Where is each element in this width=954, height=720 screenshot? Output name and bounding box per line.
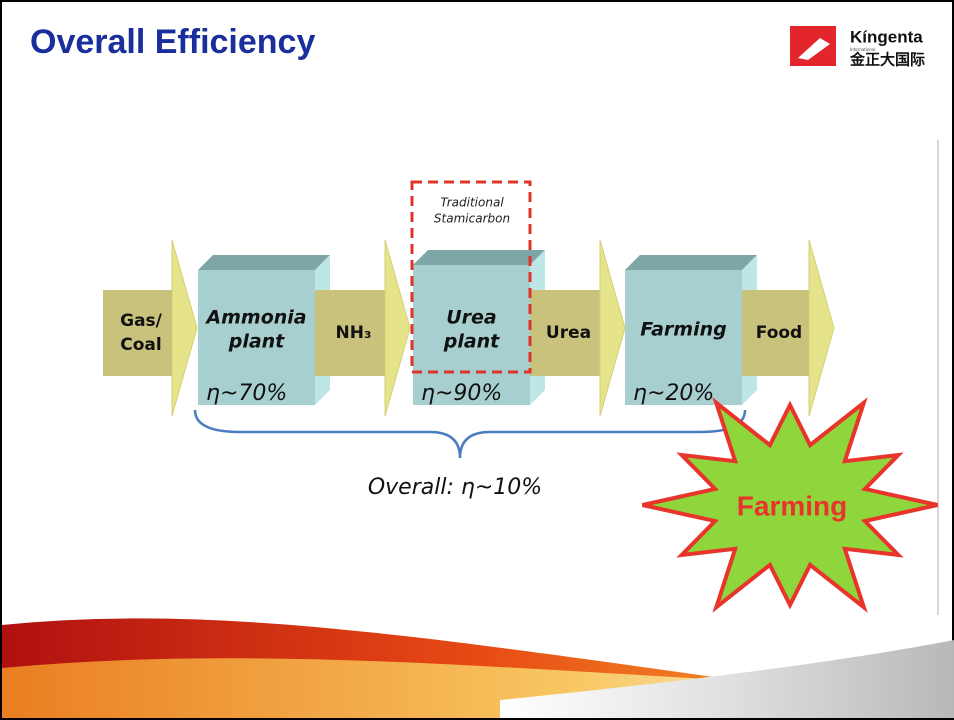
cube-top (625, 255, 757, 270)
arrow-body (742, 290, 812, 376)
cube-top (413, 250, 545, 265)
step-label: Farming (640, 319, 726, 341)
arrow-head (384, 239, 411, 417)
logo-chinese: 金正大国际 (849, 51, 925, 69)
swoosh-gray (500, 640, 954, 718)
arrow-head (171, 239, 198, 417)
logo: Kíngenta International 金正大国际 (790, 26, 925, 69)
overall: Overall: η~10% (368, 475, 542, 500)
step-label: plant (228, 331, 285, 353)
step-label: Gas/ (120, 311, 163, 331)
starburst (642, 397, 938, 613)
cube-front (198, 270, 315, 405)
arrow-head (808, 239, 835, 417)
step-label: NH₃ (336, 323, 372, 343)
arrow-body (315, 290, 388, 376)
highlight-label: Traditional (440, 196, 504, 210)
efficiency: η~90% (421, 381, 502, 406)
highlight-label-bg (418, 190, 524, 232)
brace (193, 409, 747, 459)
arrow-body (530, 290, 603, 376)
step-label: Ammonia (204, 307, 306, 329)
logo-mark (798, 38, 830, 60)
arrow-head (599, 239, 626, 417)
logo-name: Kíngenta (850, 27, 923, 46)
step-label: Urea (546, 323, 591, 343)
flow: Gas/CoalAmmoniaplantη~70%NH₃Ureaplantη~9… (103, 180, 835, 417)
highlight-label: Stamicarbon (434, 212, 510, 226)
efficiency: η~20% (633, 381, 714, 406)
burst-label: Farming (737, 490, 847, 521)
cube-front (625, 270, 742, 405)
arrow-body (103, 290, 175, 376)
step-label: Food (756, 323, 802, 343)
swoosh (2, 618, 954, 718)
efficiency: η~70% (206, 381, 287, 406)
title: Overall Efficiency (30, 23, 315, 61)
logo-subname: International (850, 47, 876, 52)
step-label: Urea (446, 307, 497, 329)
step-label: Coal (120, 335, 161, 355)
step-label: plant (443, 331, 500, 353)
highlight-box (410, 180, 532, 374)
cube-top (198, 255, 330, 270)
cube-front (413, 265, 530, 405)
